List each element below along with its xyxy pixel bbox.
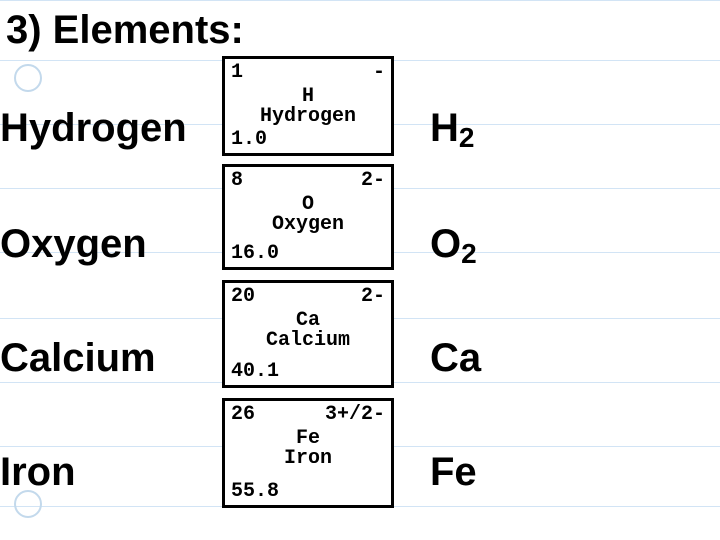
charge: 2- — [361, 285, 385, 308]
atomic-mass: 40.1 — [231, 360, 279, 383]
element-tile: 26 3+/2- Fe Iron 55.8 — [222, 398, 394, 508]
atomic-number: 20 — [231, 285, 255, 308]
guide-line — [0, 0, 720, 1]
atomic-number: 1 — [231, 61, 243, 84]
element-name: Hydrogen — [225, 105, 391, 128]
formula-subscript: 2 — [459, 122, 475, 153]
charge: 3+/2- — [325, 403, 385, 426]
element-label: Oxygen — [0, 222, 147, 267]
element-tile: 1 - H Hydrogen 1.0 — [222, 56, 394, 156]
element-name: Calcium — [225, 329, 391, 352]
molecular-formula: Fe — [430, 450, 477, 498]
element-name: Oxygen — [225, 213, 391, 236]
atomic-mass: 1.0 — [231, 128, 267, 151]
element-label: Calcium — [0, 336, 156, 381]
element-name: Iron — [225, 447, 391, 470]
element-tile: 8 2- O Oxygen 16.0 — [222, 164, 394, 270]
atomic-number: 26 — [231, 403, 255, 426]
bullet-circle-icon — [14, 64, 42, 92]
atomic-mass: 16.0 — [231, 242, 279, 265]
formula-base: Fe — [430, 450, 477, 494]
charge: - — [373, 61, 385, 84]
molecular-formula: Ca — [430, 336, 481, 384]
molecular-formula: O2 — [430, 222, 477, 270]
charge: 2- — [361, 169, 385, 192]
formula-base: O — [430, 222, 461, 266]
atomic-mass: 55.8 — [231, 480, 279, 503]
atomic-number: 8 — [231, 169, 243, 192]
page-title: 3) Elements: — [6, 8, 244, 53]
element-label: Iron — [0, 450, 76, 495]
element-label: Hydrogen — [0, 106, 187, 151]
molecular-formula: H2 — [430, 106, 474, 154]
formula-base: H — [430, 106, 459, 150]
formula-subscript: 2 — [461, 238, 477, 269]
formula-base: Ca — [430, 336, 481, 380]
element-tile: 20 2- Ca Calcium 40.1 — [222, 280, 394, 388]
